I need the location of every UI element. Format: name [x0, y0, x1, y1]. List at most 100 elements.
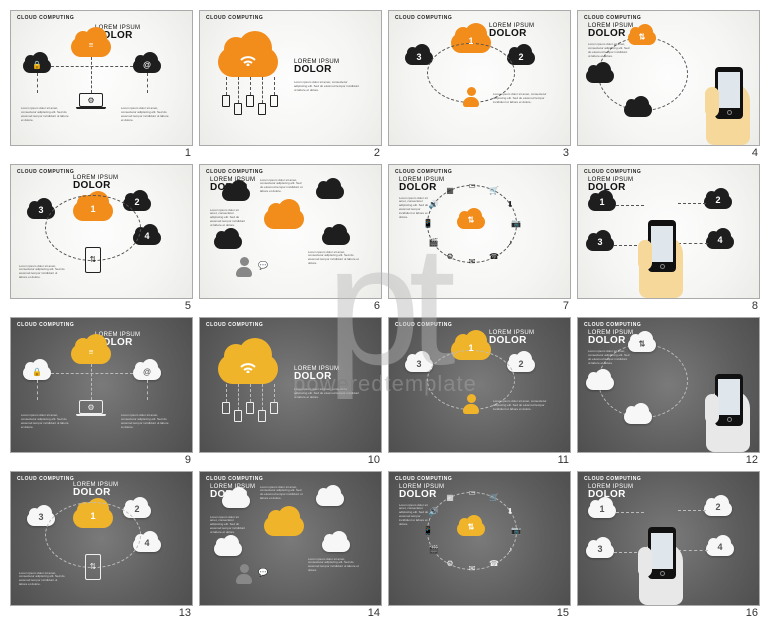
slide-title: LOREM IPSUMDOLOR [588, 330, 633, 346]
cloud-number: 4 [717, 542, 722, 552]
cloud-number: 3 [38, 205, 43, 215]
lorem-text: Lorem ipsum dolor sit amet, consectetur … [21, 107, 69, 123]
cloud-white: 1 [588, 504, 616, 518]
slide-number: 9 [10, 453, 193, 467]
wheel-icon: ▦ [445, 493, 455, 503]
wheel-icon: ▦ [445, 186, 455, 196]
cloud-black [222, 187, 250, 201]
slide-number: 14 [199, 606, 382, 620]
slide-thumbnail[interactable]: CLOUD COMPUTINGLOREM IPSUMDOLOR1234⇅Lore… [10, 471, 193, 607]
slide-number: 1 [10, 146, 193, 160]
category-label: CLOUD COMPUTING [395, 476, 452, 482]
slide-thumbnail[interactable]: CLOUD COMPUTINGLOREM IPSUMDOLOR132Lorem … [388, 317, 571, 453]
cloud-black [316, 185, 344, 199]
slide-thumbnail[interactable]: CLOUD COMPUTINGLOREM IPSUMDOLOR⇅Lorem ip… [577, 10, 760, 146]
cloud-orange: ⇅ [628, 31, 656, 45]
cloud-icon: ⇅ [468, 523, 475, 532]
slide-thumbnail[interactable]: CLOUD COMPUTINGLOREM IPSUMDOLOR⇅Lorem ip… [577, 317, 760, 453]
slide-thumbnail[interactable]: CLOUD COMPUTINGLOREM IPSUMDOLOR1234 [577, 471, 760, 607]
lorem-text: Lorem ipsum dolor sit amet, consectetur … [19, 265, 65, 281]
slide-number: 6 [199, 299, 382, 313]
slide-thumbnail[interactable]: CLOUD COMPUTINGLOREM IPSUMDOLORLorem ips… [199, 10, 382, 146]
slide-number: 2 [199, 146, 382, 160]
wheel-icon: ☎ [489, 251, 499, 261]
wheel-icon: 🛒 [489, 493, 499, 503]
speech-icon: 💬 [258, 568, 268, 578]
device-icon [258, 103, 266, 115]
category-label: CLOUD COMPUTING [206, 15, 263, 21]
slide-thumbnail[interactable]: CLOUD COMPUTINGLOREM IPSUMDOLOR💬Lorem ip… [199, 471, 382, 607]
slide-cell: CLOUD COMPUTINGLOREM IPSUMDOLOR⇅▭🛒⬇📷♪☎✉⚙… [388, 164, 571, 314]
lorem-text: Lorem ipsum dolor sit amet, consectetur … [210, 209, 246, 228]
device-icon [222, 95, 230, 107]
cloud-number: 1 [599, 197, 604, 207]
cloud-white: ⇅ [628, 338, 656, 352]
user-icon [236, 257, 252, 277]
cloud-white: 4 [706, 542, 734, 556]
category-label: CLOUD COMPUTING [584, 169, 641, 175]
cloud-number: 1 [90, 204, 95, 214]
slide-thumbnail[interactable]: CLOUD COMPUTINGLOREM IPSUMDOLOR≡🔒@⚙Lorem… [10, 10, 193, 146]
slide-thumbnail[interactable]: CLOUD COMPUTINGLOREM IPSUMDOLOR⇅▭🛒⬇📷♪☎✉⚙… [388, 471, 571, 607]
cloud-white: 🔒 [23, 366, 51, 380]
hand-phone [703, 372, 753, 452]
slide-thumbnail[interactable]: CLOUD COMPUTINGLOREM IPSUMDOLOR1234 [577, 164, 760, 300]
slide-cell: CLOUD COMPUTINGLOREM IPSUMDOLOR1234⇅Lore… [10, 164, 193, 314]
slide-number: 4 [577, 146, 760, 160]
slide-cell: CLOUD COMPUTINGLOREM IPSUMDOLOR💬Lorem ip… [199, 471, 382, 621]
device-icon [234, 410, 242, 422]
wheel-icon: ✉ [467, 564, 477, 574]
wheel-icon: 🎬 [429, 545, 439, 555]
slide-number: 16 [577, 606, 760, 620]
slide-thumbnail[interactable]: CLOUD COMPUTINGLOREM IPSUMDOLOR1234⇅Lore… [10, 164, 193, 300]
slide-thumbnail[interactable]: CLOUD COMPUTINGLOREM IPSUMDOLORLorem ips… [199, 317, 382, 453]
cloud-white [322, 538, 350, 552]
device-icon [270, 95, 278, 107]
slide-number: 13 [10, 606, 193, 620]
cloud-white: @ [133, 366, 161, 380]
slide-thumbnail[interactable]: CLOUD COMPUTINGLOREM IPSUMDOLOR⇅▭🛒⬇📷♪☎✉⚙… [388, 164, 571, 300]
wheel-icon: ⚙ [445, 251, 455, 261]
wheel-icon: ♪ [505, 238, 515, 248]
cloud-number: 2 [715, 195, 720, 205]
speech-icon: 💬 [258, 261, 268, 271]
wheel-icon: ✉ [467, 257, 477, 267]
wheel-icon: ▭ [467, 488, 477, 498]
slide-title: LOREM IPSUMDOLOR [399, 177, 444, 193]
cloud-yellow [218, 354, 278, 384]
slide-number: 3 [388, 146, 571, 160]
cloud-icon: ⇅ [639, 32, 646, 41]
slide-title: LOREM IPSUMDOLOR [489, 23, 534, 39]
cloud-orange: ≡ [71, 37, 111, 57]
cloud-number: 3 [416, 52, 421, 62]
cloud-black [586, 69, 614, 83]
category-label: CLOUD COMPUTING [395, 169, 452, 175]
cloud-white [214, 542, 242, 556]
lorem-text: Lorem ipsum dolor sit amet, consectetur … [399, 504, 431, 527]
slide-cell: CLOUD COMPUTINGLOREM IPSUMDOLOR≡🔒@⚙Lorem… [10, 10, 193, 160]
user-icon [463, 394, 479, 414]
slide-grid: CLOUD COMPUTING LOREM IPSUMDOLOR ≡ 🔒 @ ⚙ Lorem… [10, 10, 760, 620]
slide-thumbnail[interactable]: CLOUD COMPUTINGLOREM IPSUMDOLOR💬Lorem ip… [199, 164, 382, 300]
wifi-icon [239, 52, 257, 68]
slide-cell: CLOUD COMPUTINGLOREM IPSUMDOLOR⇅Lorem ip… [577, 10, 760, 160]
slide-number: 5 [10, 299, 193, 313]
wheel-icon: ▭ [467, 181, 477, 191]
slide-cell: CLOUD COMPUTINGLOREM IPSUMDOLOR⇅▭🛒⬇📷♪☎✉⚙… [388, 471, 571, 621]
slide-number: 10 [199, 453, 382, 467]
cloud-black: 3 [586, 237, 614, 251]
cloud-icon: ⇅ [468, 216, 475, 225]
slide-thumbnail[interactable]: CLOUD COMPUTINGLOREM IPSUMDOLOR≡🔒@⚙Lorem… [10, 317, 193, 453]
cloud-black [214, 235, 242, 249]
cloud-yellow [264, 516, 304, 536]
cloud-white [222, 494, 250, 508]
slide-thumbnail[interactable]: CLOUD COMPUTINGLOREM IPSUMDOLOR132Lorem … [388, 10, 571, 146]
wheel-icon: ⬇ [505, 200, 515, 210]
slide-title: LOREM IPSUMDOLOR [399, 484, 444, 500]
device-icon [246, 95, 254, 107]
slide-cell: CLOUD COMPUTINGLOREM IPSUMDOLOR132Lorem … [388, 10, 571, 160]
category-label: CLOUD COMPUTING [206, 322, 263, 328]
cloud-black: 2 [704, 195, 732, 209]
category-label: CLOUD COMPUTING [584, 476, 641, 482]
cloud-number: 2 [134, 504, 139, 514]
